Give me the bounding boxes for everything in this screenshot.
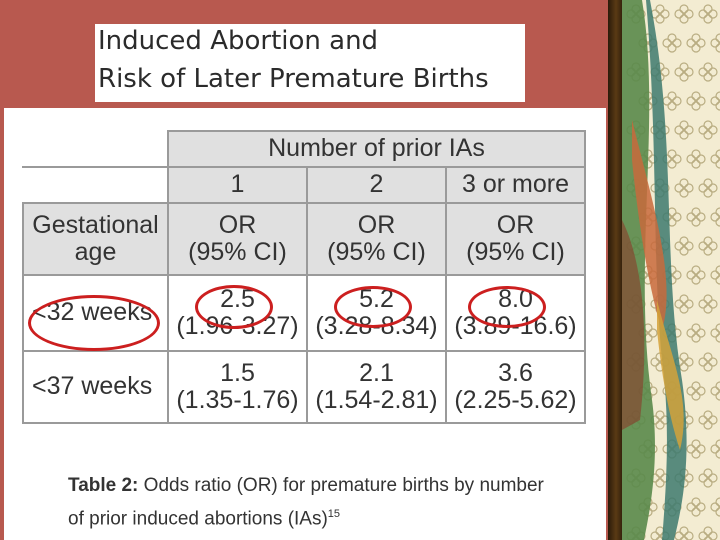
caption-text-line1: Odds ratio (OR) for premature births by … xyxy=(138,475,544,496)
stat-label-or: OR xyxy=(496,210,535,239)
title-line-1: Induced Abortion and xyxy=(98,26,379,56)
flower-motif-icon xyxy=(710,207,720,227)
col-header-2-text: 2 xyxy=(369,170,384,199)
stat-label-ci: (95% CI) xyxy=(188,238,287,266)
col-header-1-text: 1 xyxy=(230,170,245,199)
stat-label-ci: (95% CI) xyxy=(466,238,565,266)
flower-motif-icon xyxy=(698,294,718,314)
flower-motif-icon xyxy=(698,352,718,372)
highlight-circle-value-3 xyxy=(468,286,546,328)
flower-motif-icon xyxy=(686,91,706,111)
row-header-label-cell: Gestational age xyxy=(22,202,169,276)
slide-title-box: Induced Abortion and Risk of Later Prema… xyxy=(95,24,525,102)
row-header-label-line2: age xyxy=(74,238,117,266)
caption-text-line2: of prior induced abortions (IAs) xyxy=(68,508,328,530)
flower-motif-icon xyxy=(686,323,706,343)
odds-ratio-value: 3.6 xyxy=(498,358,533,387)
table-caption: Table 2: Odds ratio (OR) for premature b… xyxy=(68,472,568,533)
flower-motif-icon xyxy=(686,207,706,227)
confidence-interval: (1.54-2.81) xyxy=(315,386,438,414)
flower-motif-icon xyxy=(698,178,718,198)
col-header-2: 2 xyxy=(306,166,447,204)
flower-motif-icon xyxy=(698,4,718,24)
flower-motif-icon xyxy=(662,33,682,53)
highlight-circle-row-label xyxy=(28,295,160,351)
flower-motif-icon xyxy=(674,294,694,314)
flower-motif-icon xyxy=(698,120,718,140)
group-header-text: Number of prior IAs xyxy=(268,134,485,163)
data-cell: 1.5 (1.35-1.76) xyxy=(167,350,308,424)
flower-motif-icon xyxy=(674,120,694,140)
floral-pattern-graphic xyxy=(622,0,720,540)
data-cell: 2.1 (1.54-2.81) xyxy=(306,350,447,424)
row-header-label-line1: Gestational xyxy=(32,210,159,239)
flower-motif-icon xyxy=(674,62,694,82)
flower-motif-icon xyxy=(686,497,706,517)
group-header-cell: Number of prior IAs xyxy=(167,130,586,168)
flower-motif-icon xyxy=(674,178,694,198)
flower-motif-icon xyxy=(686,439,706,459)
flower-motif-icon xyxy=(686,149,706,169)
flower-motif-icon xyxy=(698,468,718,488)
stat-label-cell-1: OR (95% CI) xyxy=(167,202,308,276)
confidence-interval: (2.25-5.62) xyxy=(454,386,577,414)
col-header-1: 1 xyxy=(167,166,308,204)
flower-motif-icon xyxy=(710,323,720,343)
confidence-interval: (1.35-1.76) xyxy=(176,386,299,414)
col-header-3: 3 or more xyxy=(445,166,586,204)
flower-motif-icon xyxy=(698,236,718,256)
flower-motif-icon xyxy=(674,526,694,540)
table-row: <37 weeks 1.5 (1.35-1.76) 2.1 (1.54-2.81… xyxy=(22,350,586,424)
flower-motif-icon xyxy=(662,91,682,111)
flower-motif-icon xyxy=(710,91,720,111)
flower-motif-icon xyxy=(686,265,706,285)
col-header-3-text: 3 or more xyxy=(462,170,569,199)
flower-motif-icon xyxy=(698,410,718,430)
stat-label-or: OR xyxy=(357,210,396,239)
flower-motif-icon xyxy=(698,62,718,82)
odds-ratio-value: 2.1 xyxy=(359,358,394,387)
decorative-divider-strip xyxy=(608,0,624,540)
title-line-2: Risk of Later Premature Births xyxy=(98,64,489,94)
decorative-floral-panel xyxy=(622,0,720,540)
flower-motif-icon xyxy=(710,149,720,169)
flower-motif-icon xyxy=(710,439,720,459)
row-label-37-weeks: <37 weeks xyxy=(22,350,169,424)
stat-label-ci: (95% CI) xyxy=(327,238,426,266)
flower-motif-icon xyxy=(698,526,718,540)
highlight-circle-value-2 xyxy=(334,286,412,328)
flower-motif-icon xyxy=(710,265,720,285)
flower-motif-icon xyxy=(650,4,670,24)
odds-ratio-table: Number of prior IAs 1 2 3 or more Gestat… xyxy=(22,130,586,424)
flower-motif-icon xyxy=(710,497,720,517)
flower-motif-icon xyxy=(710,381,720,401)
caption-label: Table 2: xyxy=(68,475,139,496)
stat-label-cell-2: OR (95% CI) xyxy=(306,202,447,276)
odds-ratio-value: 1.5 xyxy=(220,358,255,387)
flower-motif-icon xyxy=(710,33,720,53)
data-cell: 3.6 (2.25-5.62) xyxy=(445,350,586,424)
flower-motif-icon xyxy=(686,381,706,401)
flower-motif-icon xyxy=(674,4,694,24)
stat-label-cell-3: OR (95% CI) xyxy=(445,202,586,276)
empty-corner-cell-2 xyxy=(23,167,169,204)
flower-motif-icon xyxy=(674,236,694,256)
flower-motif-icon xyxy=(686,33,706,53)
stat-label-or: OR xyxy=(218,210,257,239)
caption-superscript: 15 xyxy=(327,508,341,520)
row-label-text: <37 weeks xyxy=(32,372,153,401)
highlight-circle-value-1 xyxy=(195,285,273,329)
empty-corner-cell xyxy=(23,131,169,168)
